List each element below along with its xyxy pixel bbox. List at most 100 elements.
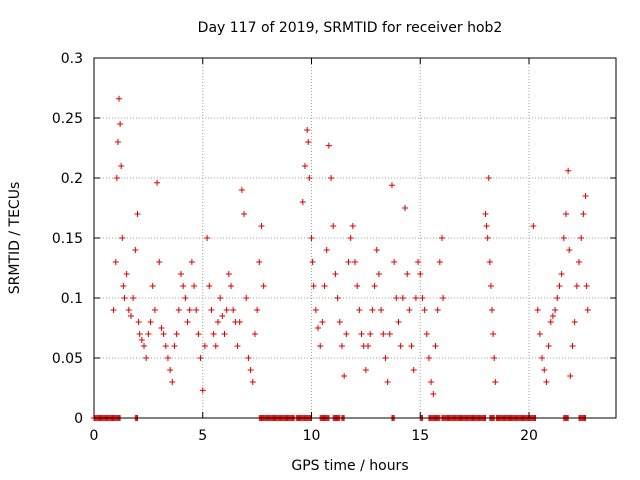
data-point: [384, 379, 391, 385]
data-point: [373, 247, 380, 253]
data-point: [425, 355, 432, 361]
data-point: [347, 235, 354, 241]
data-point: [305, 139, 312, 145]
data-point: [541, 367, 548, 373]
data-point: [225, 271, 232, 277]
data-point: [112, 259, 119, 265]
data-point: [354, 283, 361, 289]
data-point: [228, 283, 235, 289]
data-point: [365, 343, 372, 349]
data-point: [578, 235, 585, 241]
data-point: [221, 331, 228, 337]
data-point: [167, 367, 174, 373]
data-point: [236, 319, 243, 325]
data-point: [582, 193, 589, 199]
data-point: [423, 331, 430, 337]
x-axis-title: GPS time / hours: [291, 458, 408, 474]
data-point: [573, 283, 580, 289]
data-point: [145, 331, 152, 337]
data-point: [412, 295, 419, 301]
data-point: [188, 259, 195, 265]
x-tick-label: 10: [303, 428, 321, 444]
data-point: [408, 343, 415, 349]
data-point: [123, 271, 130, 277]
data-point: [241, 211, 248, 217]
data-point: [160, 331, 167, 337]
data-point: [336, 319, 343, 325]
data-point: [482, 211, 489, 217]
data-point: [352, 259, 358, 265]
data-point: [388, 182, 395, 189]
data-point: [130, 295, 137, 301]
x-tick-label: 15: [411, 428, 429, 444]
data-point: [299, 199, 306, 205]
data-point: [118, 163, 125, 169]
data-point: [565, 167, 572, 174]
data-point: [234, 343, 241, 349]
data-point: [567, 373, 574, 379]
data-point: [382, 355, 389, 361]
data-point: [149, 283, 156, 289]
data-point: [182, 295, 189, 301]
data-point: [251, 331, 258, 337]
data-point: [162, 343, 169, 349]
data-point: [328, 175, 335, 181]
data-point: [432, 343, 439, 349]
data-point: [406, 307, 413, 313]
data-point: [358, 331, 365, 337]
data-point: [395, 319, 402, 325]
data-point: [397, 343, 404, 349]
data-point: [158, 325, 165, 331]
data-point: [217, 295, 224, 301]
data-point: [208, 307, 215, 313]
data-point: [164, 355, 171, 361]
tick-marks: [93, 57, 616, 419]
data-point: [562, 211, 569, 217]
y-tick-label: 0: [74, 411, 83, 427]
y-tick-label: 0.05: [52, 351, 83, 367]
data-point: [321, 283, 328, 289]
data-point: [310, 283, 317, 289]
data-point: [530, 223, 537, 229]
data-point: [116, 95, 123, 102]
data-point: [545, 343, 552, 349]
data-point: [483, 223, 490, 229]
data-point: [186, 307, 193, 313]
grid: [94, 58, 616, 418]
data-point: [404, 271, 411, 277]
data-point: [421, 307, 428, 313]
data-point: [428, 379, 435, 385]
data-point: [415, 259, 422, 265]
data-point: [367, 331, 374, 337]
data-point: [330, 223, 337, 229]
data-point: [315, 325, 322, 331]
data-point: [156, 259, 163, 265]
data-point: [556, 283, 563, 289]
data-point: [491, 355, 498, 361]
data-point: [138, 337, 145, 343]
data-point: [560, 235, 567, 241]
data-point: [399, 295, 406, 301]
data-point: [195, 331, 202, 337]
data-point: [369, 307, 376, 313]
data-point: [230, 307, 237, 313]
data-point: [113, 175, 120, 181]
data-point: [110, 307, 117, 313]
data-points: [110, 95, 591, 397]
data-point: [136, 331, 143, 337]
data-point: [151, 307, 158, 313]
data-point: [436, 259, 443, 265]
data-point: [169, 379, 176, 385]
data-point: [583, 283, 590, 289]
data-point: [434, 307, 441, 313]
y-tick-label: 0.25: [52, 111, 83, 127]
data-point: [362, 367, 369, 373]
data-point: [380, 331, 387, 337]
data-point: [378, 307, 385, 313]
data-point: [210, 331, 217, 337]
data-point: [552, 307, 559, 313]
data-point: [419, 295, 426, 301]
data-point: [393, 295, 400, 301]
data-point: [312, 307, 319, 313]
